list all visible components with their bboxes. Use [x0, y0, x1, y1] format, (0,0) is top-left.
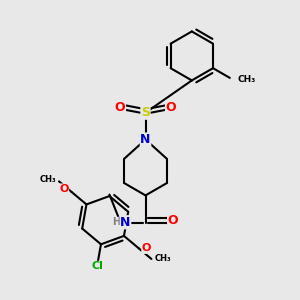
Text: O: O — [115, 101, 125, 114]
Text: CH₃: CH₃ — [154, 254, 171, 263]
Text: Cl: Cl — [92, 261, 104, 272]
Text: O: O — [168, 214, 178, 227]
Text: S: S — [141, 106, 150, 119]
Text: H: H — [112, 217, 120, 227]
Text: O: O — [59, 184, 69, 194]
Text: CH₃: CH₃ — [39, 176, 56, 184]
Text: N: N — [140, 133, 151, 146]
Text: O: O — [142, 243, 151, 254]
Text: O: O — [166, 101, 176, 114]
Text: CH₃: CH₃ — [237, 75, 256, 84]
Text: N: N — [120, 216, 131, 229]
